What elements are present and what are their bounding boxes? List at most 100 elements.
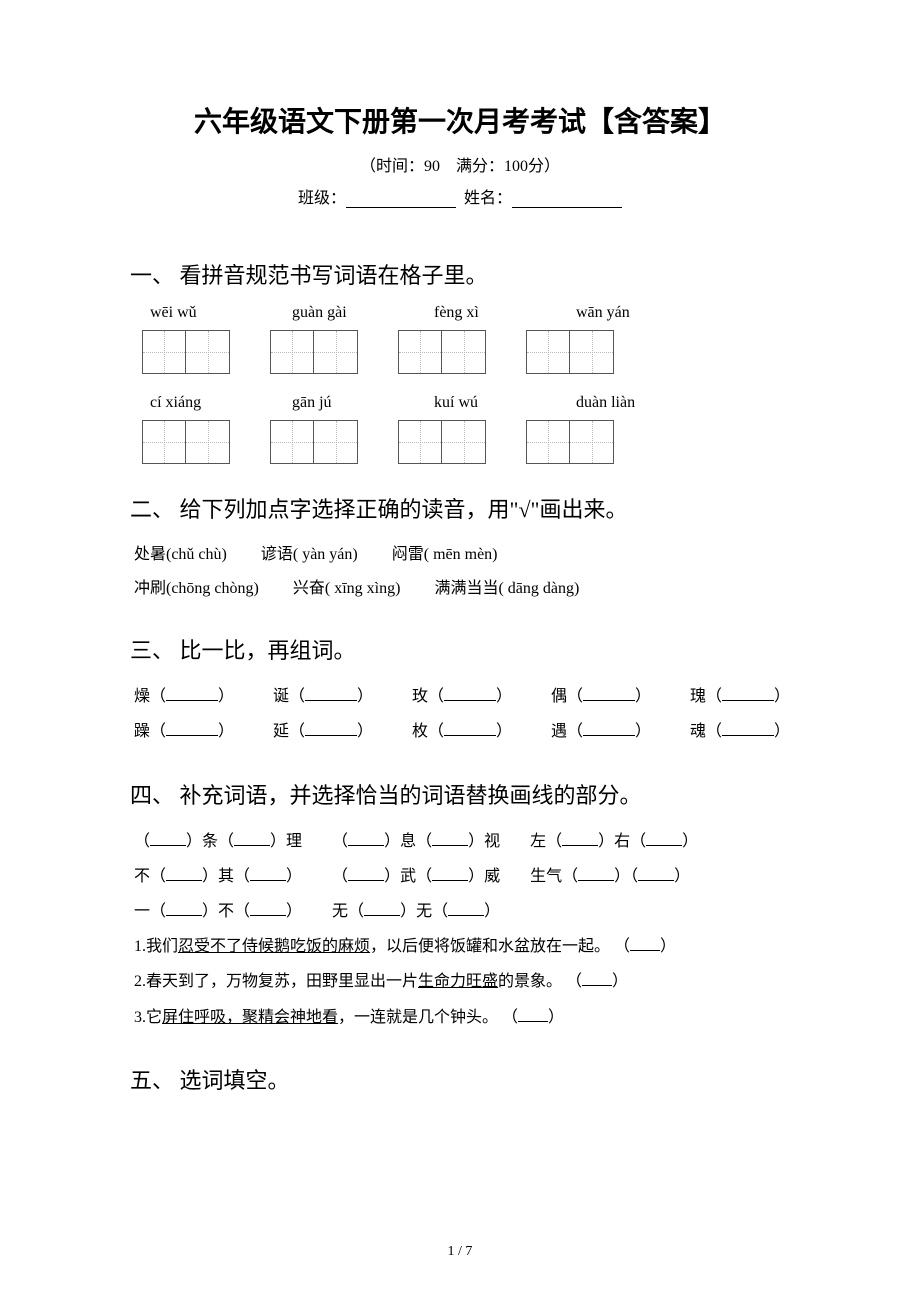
blank[interactable] bbox=[166, 865, 202, 881]
phrase: （）息（）视 bbox=[332, 824, 500, 859]
section-4-heading: 四、 补充词语，并选择恰当的词语替换画线的部分。 bbox=[130, 778, 790, 810]
q4-sentence-2: 2.春天到了，万物复苏，田野里显出一片生命力旺盛的景象。 （） bbox=[134, 964, 790, 999]
pinyin-5: cí xiáng bbox=[150, 394, 230, 412]
exam-subtitle: （时间：90 满分：100分） bbox=[130, 152, 790, 176]
q3-item: 偶（） bbox=[551, 679, 651, 714]
phrase: （）武（）威 bbox=[332, 859, 500, 894]
blank[interactable] bbox=[364, 900, 400, 916]
q4-sentence-1: 1.我们忍受不了侍候鹅吃饭的麻烦，以后便将饭罐和水盆放在一起。 （） bbox=[134, 929, 790, 964]
pinyin-7: kuí wú bbox=[434, 394, 514, 412]
blank[interactable] bbox=[722, 720, 774, 736]
blank[interactable] bbox=[348, 830, 384, 846]
blank[interactable] bbox=[582, 970, 612, 986]
phrase: （）条（）理 bbox=[134, 824, 302, 859]
q4-phrase-line-1: （）条（）理 （）息（）视 左（）右（） bbox=[134, 824, 790, 859]
blank[interactable] bbox=[583, 685, 635, 701]
blank[interactable] bbox=[444, 685, 496, 701]
pinyin-8: duàn liàn bbox=[576, 394, 656, 412]
text-before: 我们 bbox=[146, 938, 178, 955]
pinyin-row-1: wēi wǔ guàn gài fèng xì wān yán bbox=[150, 304, 790, 322]
q4-phrase-line-2: 不（）其（） （）武（）威 生气（）（） bbox=[134, 859, 790, 894]
phrase: 一（）不（） bbox=[134, 894, 302, 929]
char-grid[interactable] bbox=[398, 420, 486, 464]
section-2-heading: 二、 给下列加点字选择正确的读音，用"√"画出来。 bbox=[130, 492, 790, 524]
char-grid[interactable] bbox=[398, 330, 486, 374]
char-grid[interactable] bbox=[526, 420, 614, 464]
name-label: 姓名： bbox=[464, 190, 512, 207]
pinyin-4: wān yán bbox=[576, 304, 656, 322]
q3-item: 枚（） bbox=[412, 714, 512, 749]
blank[interactable] bbox=[638, 865, 674, 881]
exam-title: 六年级语文下册第一次月考考试【含答案】 bbox=[130, 100, 790, 140]
underlined-text: 忍受不了侍候鹅吃饭的麻烦 bbox=[178, 938, 370, 955]
text-before: 它 bbox=[146, 1009, 162, 1026]
q3-item: 遇（） bbox=[551, 714, 651, 749]
blank[interactable] bbox=[348, 865, 384, 881]
phrase: 生气（）（） bbox=[530, 859, 690, 894]
blank[interactable] bbox=[166, 900, 202, 916]
q2-item: 兴奋( xīng xìng) bbox=[293, 580, 401, 597]
blank[interactable] bbox=[518, 1006, 548, 1022]
section-1-heading: 一、 看拼音规范书写词语在格子里。 bbox=[130, 258, 790, 290]
q2-item: 满满当当( dāng dàng) bbox=[434, 580, 579, 597]
blank[interactable] bbox=[250, 865, 286, 881]
blank[interactable] bbox=[646, 830, 682, 846]
blank[interactable] bbox=[305, 685, 357, 701]
phrase: 不（）其（） bbox=[134, 859, 302, 894]
q3-item: 玫（） bbox=[412, 679, 512, 714]
blank[interactable] bbox=[250, 900, 286, 916]
class-name-row: 班级： 姓名： bbox=[130, 184, 790, 208]
underlined-text: 屏住呼吸，聚精会神地看 bbox=[162, 1009, 338, 1026]
text-after: ，以后便将饭罐和水盆放在一起。 （ bbox=[370, 938, 630, 955]
page-number: 1 / 7 bbox=[0, 1244, 920, 1260]
q3-item: 魂（） bbox=[690, 714, 790, 749]
blank[interactable] bbox=[234, 830, 270, 846]
q2-item: 冲刷(chōng chòng) bbox=[134, 580, 259, 597]
blank[interactable] bbox=[448, 900, 484, 916]
char-grid[interactable] bbox=[270, 330, 358, 374]
char-grid[interactable] bbox=[142, 330, 230, 374]
blank[interactable] bbox=[166, 685, 218, 701]
class-blank[interactable] bbox=[346, 190, 456, 208]
char-grid[interactable] bbox=[270, 420, 358, 464]
blank[interactable] bbox=[578, 865, 614, 881]
blank[interactable] bbox=[150, 830, 186, 846]
pinyin-2: guàn gài bbox=[292, 304, 372, 322]
name-blank[interactable] bbox=[512, 190, 622, 208]
section-5-heading: 五、 选词填空。 bbox=[130, 1063, 790, 1095]
blank[interactable] bbox=[305, 720, 357, 736]
pinyin-6: gān jú bbox=[292, 394, 372, 412]
blank[interactable] bbox=[562, 830, 598, 846]
blank[interactable] bbox=[432, 865, 468, 881]
q3-item: 燥（） bbox=[134, 679, 234, 714]
pinyin-1: wēi wǔ bbox=[150, 304, 230, 322]
q3-row-1: 燥（） 诞（） 玫（） 偶（） 瑰（） bbox=[134, 679, 790, 714]
pinyin-row-2: cí xiáng gān jú kuí wú duàn liàn bbox=[150, 394, 790, 412]
q2-item: 处暑(chǔ chù) bbox=[134, 546, 227, 563]
class-label: 班级： bbox=[298, 190, 346, 207]
blank[interactable] bbox=[630, 935, 660, 951]
q3-item: 躁（） bbox=[134, 714, 234, 749]
char-grid[interactable] bbox=[526, 330, 614, 374]
section-3-heading: 三、 比一比，再组词。 bbox=[130, 633, 790, 665]
blank[interactable] bbox=[432, 830, 468, 846]
q2-item: 谚语( yàn yán) bbox=[261, 546, 358, 563]
blank[interactable] bbox=[722, 685, 774, 701]
blank[interactable] bbox=[444, 720, 496, 736]
q3-row-2: 躁（） 延（） 枚（） 遇（） 魂（） bbox=[134, 714, 790, 749]
num: 3. bbox=[134, 1009, 146, 1026]
text-before: 春天到了，万物复苏，田野里显出一片 bbox=[146, 973, 418, 990]
q4-sentence-3: 3.它屏住呼吸，聚精会神地看，一连就是几个钟头。 （） bbox=[134, 1000, 790, 1035]
q2-line-1: 处暑(chǔ chù) 谚语( yàn yán) 闷雷( mēn mèn) bbox=[134, 538, 790, 572]
q2-line-2: 冲刷(chōng chòng) 兴奋( xīng xìng) 满满当当( dān… bbox=[134, 572, 790, 606]
q3-item: 瑰（） bbox=[690, 679, 790, 714]
text-after: ，一连就是几个钟头。 （ bbox=[338, 1009, 518, 1026]
underlined-text: 生命力旺盛 bbox=[418, 973, 498, 990]
num: 2. bbox=[134, 973, 146, 990]
exam-page: 六年级语文下册第一次月考考试【含答案】 （时间：90 满分：100分） 班级： … bbox=[0, 0, 920, 1302]
blank[interactable] bbox=[166, 720, 218, 736]
blank[interactable] bbox=[583, 720, 635, 736]
text-after: 的景象。 （ bbox=[498, 973, 582, 990]
q2-item: 闷雷( mēn mèn) bbox=[392, 546, 498, 563]
char-grid[interactable] bbox=[142, 420, 230, 464]
